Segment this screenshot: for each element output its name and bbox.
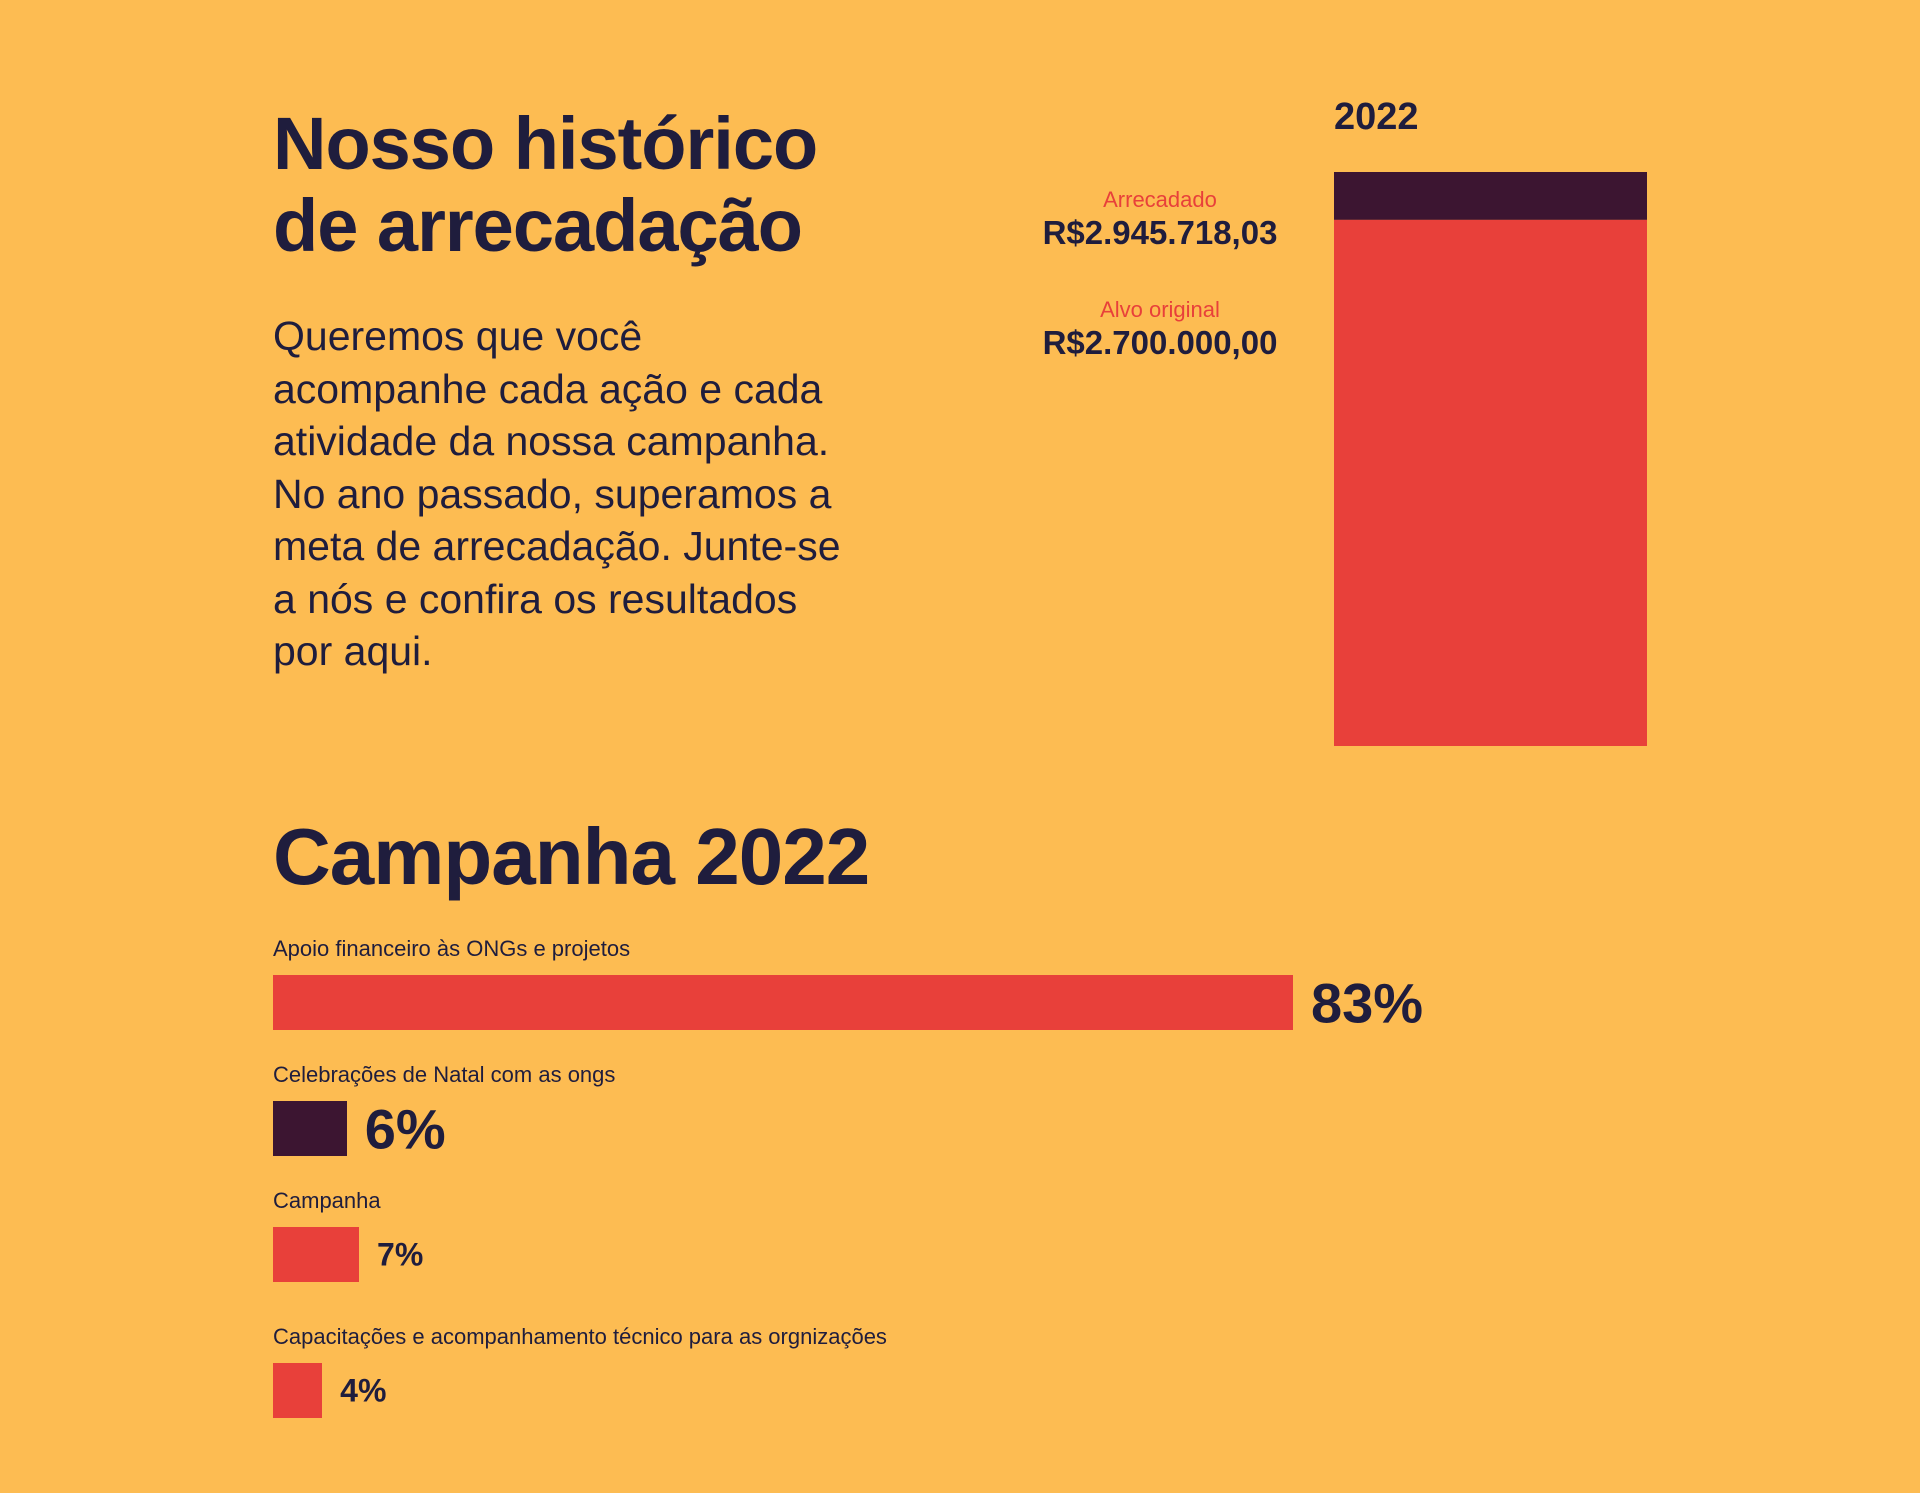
- category-bar-track: 83%: [273, 971, 1423, 1034]
- stacked-bar-chart: [1334, 172, 1647, 746]
- category-value-label: 6%: [364, 1097, 446, 1160]
- category-bar: [273, 1101, 347, 1156]
- category-row: Campanha 7%: [273, 1188, 423, 1282]
- intro-line: a nós e confira os resultados: [273, 575, 798, 622]
- intro-paragraph: Queremos que você acompanhe cada ação e …: [273, 310, 973, 678]
- intro-line: meta de arrecadação. Junte-se: [273, 523, 841, 569]
- category-bar: [273, 1227, 360, 1282]
- target-value: R$2.700.000,00: [1042, 324, 1278, 361]
- raised-block: Arrecadado R$2.945.718,03: [1010, 187, 1310, 253]
- category-row: Celebrações de Natal com as ongs 6%: [273, 1062, 616, 1160]
- intro-line: No ano passado, superamos a: [273, 470, 832, 517]
- category-label: Apoio financeiro às ONGs e projetos: [273, 936, 631, 961]
- raised-label: Arrecadado: [1103, 187, 1217, 212]
- raised-excess-segment: [1334, 172, 1647, 220]
- category-row: Capacitações e acompanhamento técnico pa…: [273, 1324, 887, 1418]
- category-bar-track: 4%: [273, 1363, 887, 1418]
- category-label: Celebrações de Natal com as ongs: [273, 1062, 616, 1087]
- page-title-line-2: de arrecadação: [273, 184, 803, 267]
- page-title-line-1: Nosso histórico: [273, 102, 818, 185]
- raised-value: R$2.945.718,03: [1042, 214, 1278, 251]
- page-title: Nosso histórico de arrecadação: [273, 102, 818, 267]
- stack-chart-title: 2022: [1334, 96, 1419, 138]
- target-segment: [1334, 219, 1647, 746]
- category-bar: [273, 1363, 323, 1418]
- category-value-label: 83%: [1311, 971, 1424, 1034]
- category-bar-track: 7%: [273, 1227, 423, 1282]
- intro-line: acompanhe cada ação e cada: [273, 365, 823, 412]
- category-bar-track: 6%: [273, 1097, 615, 1160]
- target-block: Alvo original R$2.700.000,00: [1010, 297, 1310, 363]
- category-label: Campanha: [273, 1188, 381, 1213]
- target-label: Alvo original: [1100, 297, 1220, 322]
- category-row: Apoio financeiro às ONGs e projetos 83%: [273, 936, 1423, 1034]
- intro-line: por aqui.: [273, 628, 433, 674]
- category-bar: [273, 975, 1293, 1030]
- section-title: Campanha 2022: [273, 812, 870, 901]
- category-value-label: 7%: [377, 1236, 424, 1272]
- category-value-label: 4%: [340, 1372, 387, 1408]
- category-label: Capacitações e acompanhamento técnico pa…: [273, 1324, 887, 1349]
- intro-line: Queremos que você: [273, 313, 643, 359]
- intro-line: atividade da nossa campanha.: [273, 418, 830, 464]
